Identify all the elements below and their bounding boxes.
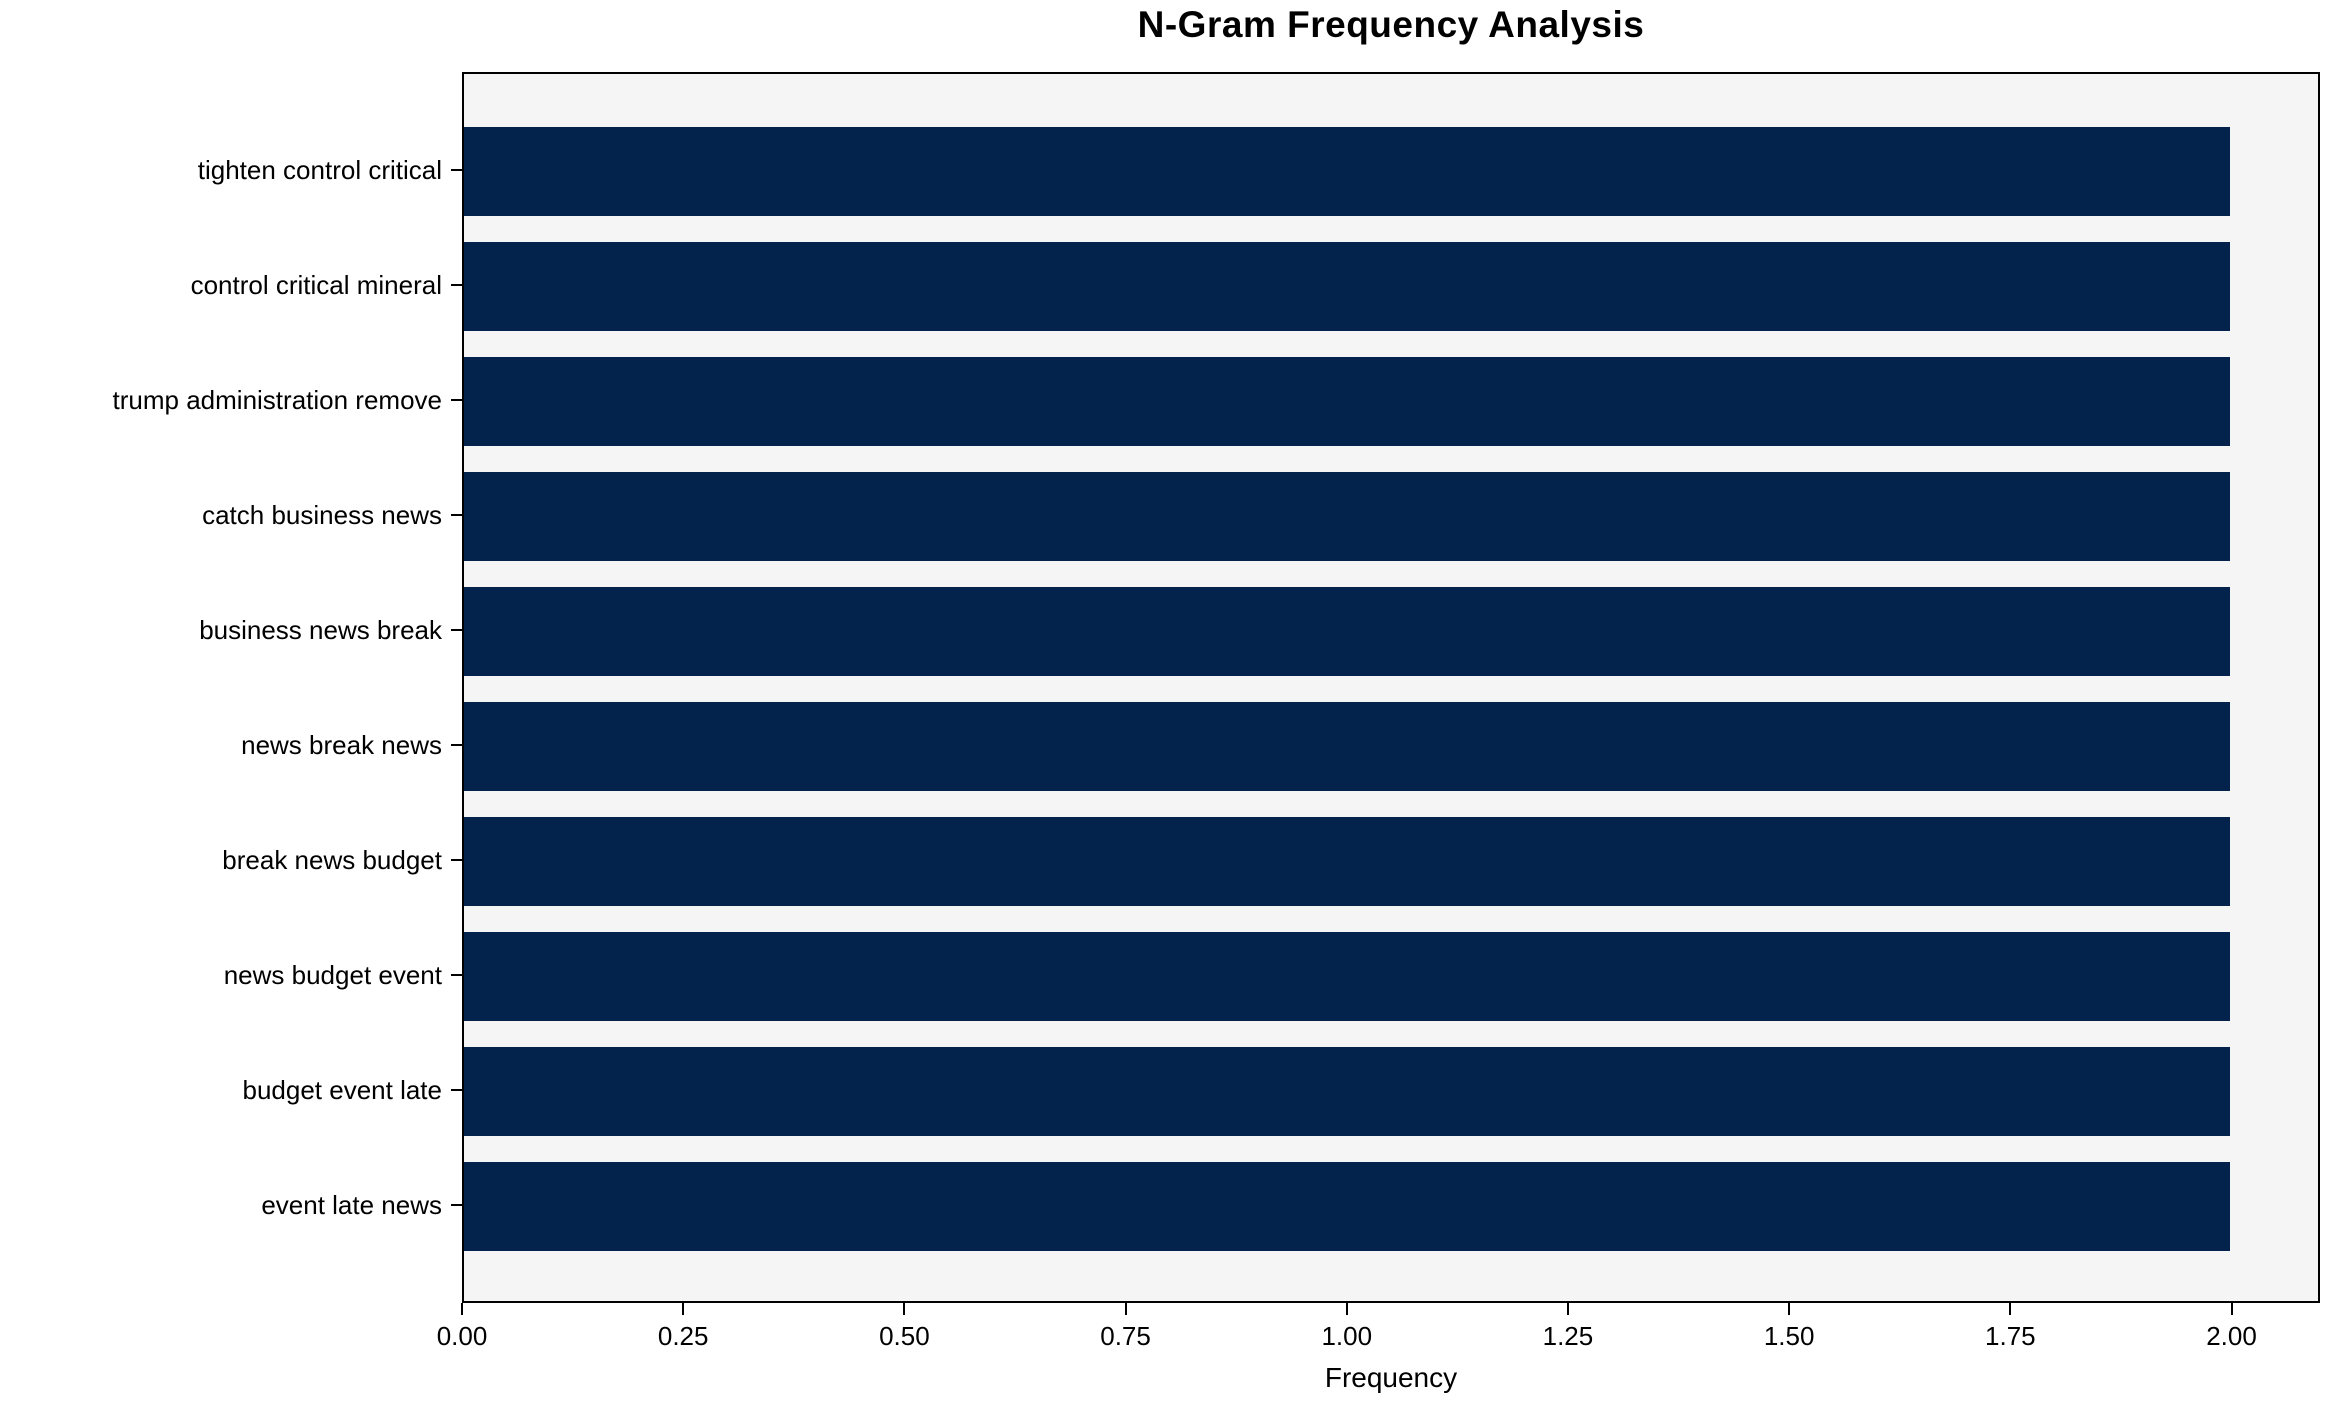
x-tick-label: 1.75 [1985, 1321, 2036, 1351]
x-tick-mark [461, 1303, 463, 1315]
y-tick-mark [451, 1088, 462, 1091]
y-tick-mark [451, 283, 462, 286]
y-tick-mark [451, 858, 462, 861]
x-tick-mark [1566, 1303, 1569, 1315]
bar [464, 472, 2230, 561]
x-tick-mark [1345, 1303, 1348, 1315]
y-tick-label: catch business news [202, 499, 442, 530]
x-tick-label: 0.50 [879, 1321, 930, 1351]
plot-area [462, 72, 2320, 1303]
y-tick-mark [451, 628, 462, 631]
x-tick-label: 0.00 [436, 1321, 488, 1351]
y-tick-mark [451, 513, 462, 516]
bar [464, 1047, 2230, 1136]
bar [464, 242, 2230, 331]
y-tick-mark [451, 398, 462, 401]
y-tick-mark [451, 1203, 462, 1206]
bar [464, 357, 2230, 446]
y-tick-label: budget event late [242, 1074, 443, 1105]
bars-container [464, 74, 2318, 1301]
bar [464, 127, 2230, 216]
x-tick-mark [2009, 1303, 2012, 1315]
x-tick-label: 0.25 [657, 1321, 709, 1351]
y-tick-label: business news break [199, 614, 442, 645]
x-tick-label: 1.25 [1542, 1321, 1594, 1351]
y-tick-label: trump administration remove [112, 384, 442, 415]
bar [464, 932, 2230, 1021]
y-tick-label: tighten control critical [197, 154, 442, 185]
chart-title: N-Gram Frequency Analysis [1137, 4, 1645, 45]
bar [464, 587, 2230, 676]
y-tick-label: event late news [261, 1189, 442, 1220]
x-tick-label: 1.00 [1321, 1321, 1373, 1351]
x-tick-label: 1.50 [1763, 1321, 1815, 1351]
x-tick-label: 2.00 [2206, 1321, 2257, 1351]
x-tick-mark [1124, 1303, 1127, 1315]
x-tick-label: 0.75 [1100, 1321, 1151, 1351]
bar [464, 817, 2230, 906]
y-tick-mark [451, 973, 462, 976]
y-tick-mark [451, 168, 462, 171]
y-tick-label: control critical mineral [190, 269, 442, 300]
x-tick-mark [2230, 1303, 2233, 1315]
y-tick-label: news budget event [223, 959, 442, 990]
bar [464, 1162, 2230, 1251]
x-tick-mark [682, 1303, 685, 1315]
y-tick-mark [451, 743, 462, 746]
x-tick-mark [903, 1303, 906, 1315]
x-tick-mark [1788, 1303, 1791, 1315]
bar [464, 702, 2230, 791]
x-axis-label: Frequency [1324, 1362, 1458, 1393]
y-tick-label: news break news [241, 729, 442, 760]
y-tick-label: break news budget [222, 844, 442, 875]
